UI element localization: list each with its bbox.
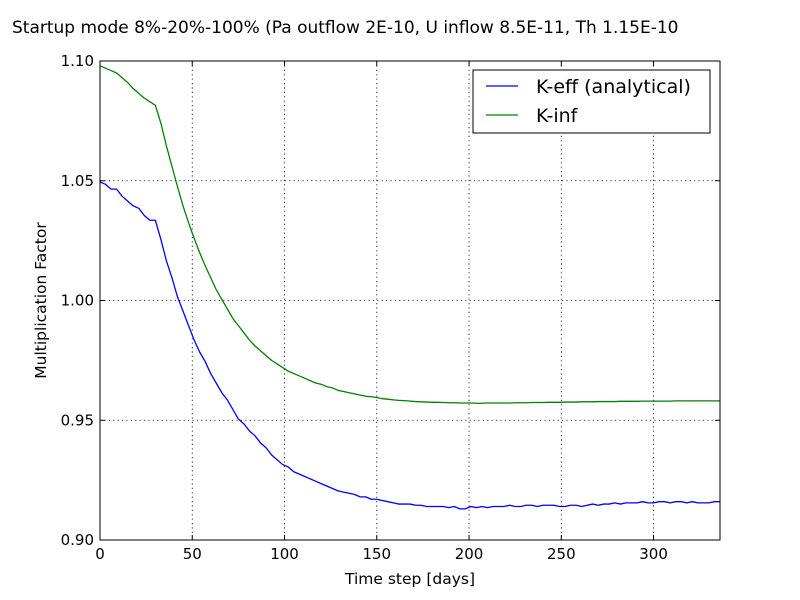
x-tick-label: 200 [455,545,484,563]
y-tick-labels: 0.90 0.95 1.00 1.05 1.10 [61,52,94,549]
y-tick-label: 1.05 [61,172,94,190]
x-tick-label: 150 [362,545,391,563]
y-tick-label: 0.90 [61,531,94,549]
x-tick-labels: 0 50 100 150 200 250 300 [95,545,668,563]
chart-title: Startup mode 8%-20%-100% (Pa outflow 2E-… [12,18,679,38]
y-axis-label: Multiplication Factor [32,222,50,379]
x-tick-label: 250 [547,545,576,563]
x-tick-label: 300 [639,545,668,563]
x-tick-label: 0 [95,545,105,563]
legend: K-eff (analytical) K-inf [473,70,710,133]
x-tick-label: 50 [183,545,202,563]
y-tick-label: 1.00 [61,292,94,310]
y-tick-label: 0.95 [61,411,94,429]
y-tick-label: 1.10 [61,52,94,70]
x-tick-label: 100 [270,545,299,563]
series-line-k-eff [100,182,720,509]
legend-label-k-inf: K-inf [536,105,579,127]
legend-label-k-eff: K-eff (analytical) [536,76,691,98]
x-axis-label: Time step [days] [344,570,475,588]
